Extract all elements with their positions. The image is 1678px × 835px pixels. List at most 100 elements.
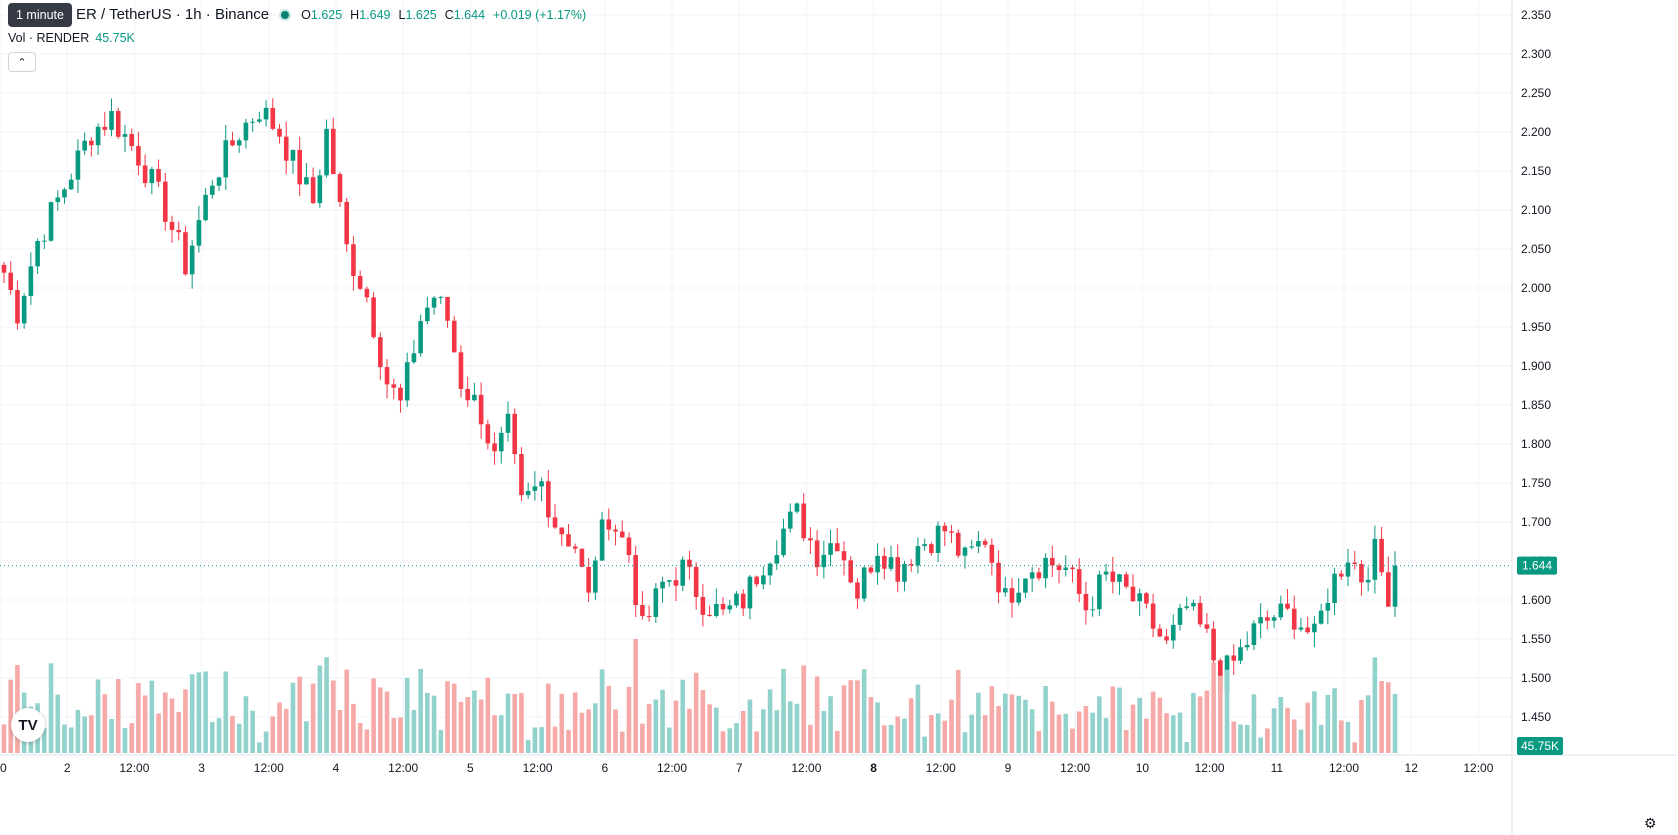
candle-body [1231, 655, 1237, 661]
candle-body [1197, 602, 1203, 625]
volume-bar [1271, 708, 1277, 753]
candle-body [1130, 586, 1136, 602]
volume-bar [1076, 711, 1082, 753]
candle-body [1271, 617, 1277, 621]
candle-body [42, 240, 47, 242]
volume-bar [808, 724, 813, 753]
candle-body [156, 168, 161, 182]
volume-bar [747, 699, 753, 753]
volume-bar [566, 729, 571, 753]
gear-icon[interactable]: ⚙ [1644, 815, 1657, 831]
candle-body [317, 175, 323, 204]
candle-body [1318, 610, 1324, 624]
volume-bar [949, 699, 954, 753]
volume-bar [15, 664, 20, 753]
volume-bar [324, 657, 329, 753]
candle-body [1379, 538, 1384, 573]
candle-body [283, 136, 289, 161]
x-tick-label: 10 [1136, 761, 1150, 775]
candle-body [445, 296, 450, 321]
candle-body [660, 581, 665, 589]
volume-bar [633, 638, 638, 753]
volume-bar [868, 697, 874, 753]
candle-body [1056, 565, 1062, 571]
volume-bar [505, 693, 511, 753]
candle-body [176, 229, 182, 233]
candle-body [1170, 624, 1176, 641]
candle-body [680, 559, 686, 586]
volume-bar [539, 727, 544, 753]
volume-bar [1170, 715, 1176, 753]
volume-bar [109, 718, 114, 753]
volume-bar [277, 702, 282, 753]
volume-bar [1318, 724, 1324, 753]
volume-bar [438, 729, 444, 753]
volume-bar [384, 691, 390, 753]
volume-bar [599, 669, 605, 753]
volume-bar [794, 703, 800, 753]
candle-body [882, 555, 887, 569]
volume-bar [270, 716, 276, 753]
volume-bar [740, 710, 746, 753]
volume-bar [89, 715, 94, 753]
volume-bar [1002, 693, 1008, 753]
volume-bar [955, 669, 961, 753]
x-tick-label: 12:00 [926, 761, 956, 775]
candle-body [1298, 627, 1304, 630]
candle-body [297, 149, 302, 185]
candle-body [720, 603, 726, 610]
volume-bar [230, 715, 235, 753]
volume-bar [774, 710, 780, 753]
candle-body [579, 548, 585, 567]
volume-bar [310, 683, 316, 753]
candle-body [929, 544, 934, 553]
candle-body [189, 245, 195, 275]
candle-body [1090, 609, 1095, 611]
candle-body [364, 288, 370, 298]
symbol-title[interactable]: ER / TetherUS · 1h · Binance [76, 6, 270, 23]
symbol-legend[interactable]: ER / TetherUS · 1h · Binance O1.625 H1.6… [8, 6, 586, 23]
y-tick-label: 1.700 [1521, 515, 1551, 529]
candle-body [82, 140, 87, 151]
candle-body [28, 266, 34, 296]
candle-body [505, 413, 511, 433]
volume-bar [169, 698, 175, 753]
tradingview-logo-icon[interactable]: TV [11, 708, 45, 742]
volume-bar [1345, 721, 1351, 753]
volume-bar [243, 696, 249, 753]
volume-bar [1036, 731, 1042, 753]
candle-body [270, 107, 276, 129]
y-tick-label: 2.200 [1521, 125, 1551, 139]
collapse-legend-button[interactable]: ⌃ [8, 52, 36, 72]
candle-body [431, 297, 437, 308]
candle-body [1002, 588, 1008, 593]
volume-bar [1009, 694, 1015, 753]
volume-bar [834, 730, 840, 753]
volume-bar [1332, 688, 1337, 753]
volume-bar [1325, 694, 1331, 753]
candle-body [136, 146, 141, 166]
volume-bar [861, 669, 867, 753]
candle-body [1386, 572, 1391, 607]
candle-body [687, 559, 692, 567]
volume-bar [1258, 737, 1263, 753]
volume-bar [1238, 724, 1243, 753]
volume-bar [1016, 695, 1022, 753]
volume-bar [787, 701, 793, 753]
candle-body [1076, 569, 1082, 594]
candle-body [1144, 593, 1149, 604]
x-tick-label: 3 [198, 761, 205, 775]
volume-bar [646, 703, 652, 753]
candle-body [1238, 647, 1243, 661]
volume-bar [619, 731, 625, 753]
volume-legend[interactable]: Vol · RENDER 45.75K [8, 31, 135, 45]
volume-bar [485, 677, 491, 753]
candle-body [922, 544, 927, 547]
volume-bar [1123, 730, 1129, 753]
candle-body [1338, 573, 1344, 577]
open-label: O [301, 7, 311, 22]
candle-body [1184, 606, 1190, 608]
volume-bar [216, 718, 222, 753]
volume-bar [734, 723, 739, 753]
